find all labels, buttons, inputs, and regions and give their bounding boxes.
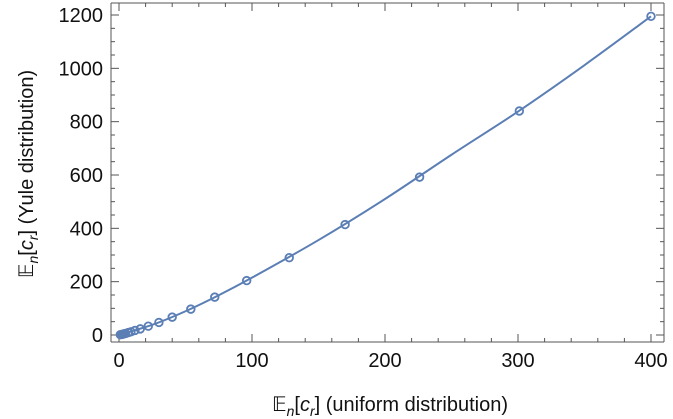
x-title-c: c — [300, 394, 310, 416]
x-tick-label: 0 — [113, 350, 124, 372]
y-tick-label: 400 — [70, 218, 103, 240]
x-axis-title: 𝔼n[cr] (uniform distribution) — [272, 394, 508, 419]
plot-frame — [110, 2, 665, 343]
data-point — [143, 321, 153, 331]
x-axis-ticks: 0 100 200 300 400 — [113, 3, 668, 372]
x-title-sub-r: r — [310, 403, 316, 419]
y-tick-label: 1200 — [59, 5, 104, 27]
y-axis-ticks: 0 200 400 600 800 1000 1200 — [59, 5, 664, 347]
y-title-open: [ — [16, 250, 38, 256]
data-point — [154, 317, 164, 328]
y-title-rest: (Yule distribution) — [16, 70, 38, 230]
x-tick-label: 100 — [235, 350, 268, 372]
fit-curve — [118, 15, 652, 336]
x-title-rest: (uniform distribution) — [320, 394, 508, 416]
data-point — [241, 275, 252, 286]
y-axis-title: 𝔼n[cr] (Yule distribution) — [16, 70, 41, 278]
y-title-sub-n: n — [25, 256, 41, 264]
data-point — [130, 325, 140, 336]
y-tick-label: 0 — [92, 325, 103, 347]
x-title-close: ] — [315, 394, 321, 416]
y-tick-label: 600 — [70, 165, 103, 187]
series-points — [115, 11, 656, 340]
y-title-sub-r: r — [25, 234, 41, 240]
x-tick-label: 300 — [501, 350, 534, 372]
x-tick-label: 400 — [634, 350, 667, 372]
data-point — [167, 312, 177, 322]
x-title-sub-n: n — [287, 403, 295, 419]
data-point — [284, 252, 294, 263]
data-point — [514, 106, 525, 116]
y-title-close: ] — [16, 230, 38, 236]
data-point — [135, 324, 145, 334]
series-line — [118, 15, 652, 336]
y-tick-label: 1000 — [59, 58, 104, 80]
y-tick-label: 800 — [70, 112, 103, 134]
x-title-open: [ — [294, 394, 300, 416]
y-title-c: c — [16, 240, 38, 250]
x-title-e: 𝔼 — [272, 394, 287, 416]
data-point — [646, 11, 656, 22]
data-point — [210, 292, 220, 302]
y-title-e: 𝔼 — [16, 264, 38, 279]
x-tick-label: 200 — [368, 350, 401, 372]
y-tick-label: 200 — [70, 272, 103, 294]
data-point — [414, 172, 425, 182]
data-point — [186, 304, 196, 314]
data-point — [340, 219, 350, 230]
